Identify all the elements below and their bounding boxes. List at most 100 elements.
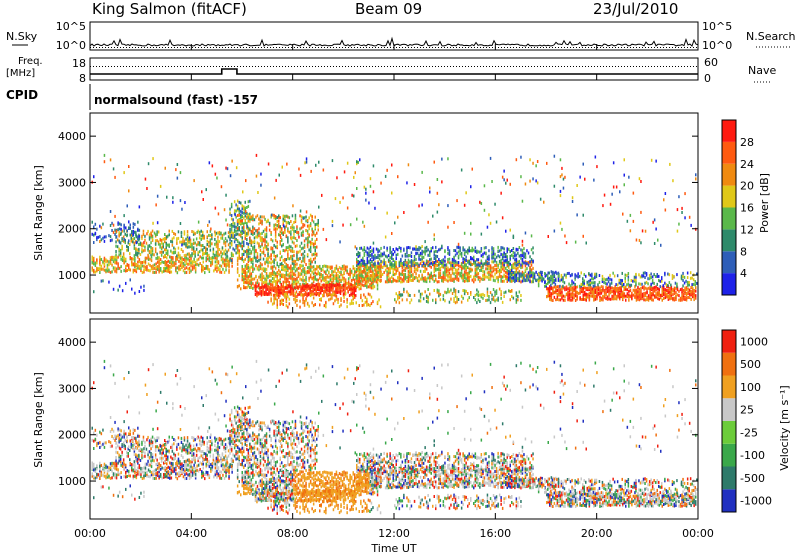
power-cell — [523, 261, 525, 265]
power-cell — [614, 288, 616, 291]
power-cell — [689, 271, 692, 275]
power-cell — [262, 250, 265, 254]
power-cell — [229, 211, 231, 215]
power-cell — [424, 252, 426, 256]
power-cell — [533, 274, 536, 278]
power-cell — [129, 226, 131, 230]
power-cell — [265, 271, 268, 275]
power-cell — [267, 254, 269, 257]
power-cell — [588, 286, 591, 290]
power-cell — [274, 245, 277, 249]
power-cell — [671, 277, 674, 280]
power-cell — [562, 294, 565, 298]
power-cell — [159, 258, 162, 261]
power-cell — [415, 275, 417, 279]
power-cell — [134, 256, 136, 260]
power-cell — [264, 217, 266, 221]
power-cell — [96, 268, 98, 272]
power-cell — [622, 290, 624, 294]
power-cell — [501, 261, 504, 265]
power-cell — [147, 262, 150, 266]
power-cell — [650, 286, 653, 290]
power-cell — [308, 240, 310, 244]
power-cell — [378, 279, 381, 283]
power-cell — [311, 237, 313, 241]
power-cell — [308, 270, 310, 274]
power-cell — [184, 256, 186, 259]
power-cell — [517, 298, 519, 302]
power-cell — [476, 292, 478, 296]
power-cell — [349, 282, 351, 286]
power-cell — [371, 255, 373, 259]
power-cell — [407, 246, 410, 249]
power-cell — [303, 239, 306, 243]
power-cell — [520, 263, 522, 267]
power-cell — [255, 248, 257, 252]
power-cell — [460, 276, 463, 280]
power-cell — [223, 258, 226, 262]
power-cell — [160, 239, 163, 242]
power-cell — [236, 239, 239, 243]
power-cell — [655, 285, 657, 289]
power-cell — [202, 233, 204, 237]
power-cell — [304, 287, 307, 290]
power-cell — [226, 258, 229, 261]
power-cell — [219, 264, 221, 268]
power-cell — [644, 271, 646, 275]
power-cell — [208, 259, 211, 263]
power-cell — [244, 286, 246, 290]
power-cell — [521, 273, 524, 277]
power-cell — [253, 245, 256, 249]
power-cell — [532, 271, 534, 275]
power-cell — [630, 279, 633, 282]
power-cell — [463, 263, 466, 267]
power-cell — [120, 257, 122, 261]
power-cell — [150, 231, 152, 235]
power-cell — [460, 300, 463, 304]
power-cell — [244, 274, 246, 278]
power-cell — [620, 294, 622, 298]
power-cell — [521, 270, 524, 274]
power-cell — [563, 281, 566, 285]
power-cell — [549, 294, 551, 297]
power-cell — [302, 230, 304, 234]
power-cell — [167, 243, 169, 247]
power-cell — [109, 224, 112, 227]
power-cell — [495, 276, 498, 280]
power-cell — [651, 279, 654, 283]
power-cell — [279, 280, 281, 284]
power-cell — [380, 265, 382, 269]
power-cell — [171, 251, 174, 255]
power-cell — [436, 178, 439, 181]
power-cell — [470, 185, 472, 189]
power-cell — [186, 230, 189, 234]
power-cell — [94, 264, 97, 267]
power-cell — [566, 272, 569, 275]
power-cell — [501, 216, 504, 220]
power-cell — [287, 215, 289, 219]
power-cell — [489, 221, 492, 225]
power-cell — [266, 285, 269, 289]
power-cell — [146, 256, 148, 260]
power-cell — [311, 215, 313, 219]
power-cell — [386, 264, 388, 268]
power-cell — [305, 281, 307, 284]
power-cell — [609, 286, 612, 290]
power-cell — [488, 249, 490, 253]
power-cell — [601, 274, 604, 278]
power-cell — [276, 246, 278, 250]
power-cell — [354, 278, 356, 282]
power-cell — [308, 276, 310, 280]
power-cell — [505, 274, 507, 278]
power-cell — [141, 248, 143, 252]
power-cell — [268, 288, 270, 292]
power-cell — [673, 288, 676, 292]
power-cell — [103, 235, 106, 239]
power-cell — [526, 267, 528, 271]
power-cell — [308, 248, 310, 252]
power-cell — [271, 302, 274, 306]
power-cell — [157, 230, 160, 234]
power-cell — [477, 272, 480, 276]
power-cell — [236, 262, 239, 266]
power-cell — [291, 276, 294, 280]
